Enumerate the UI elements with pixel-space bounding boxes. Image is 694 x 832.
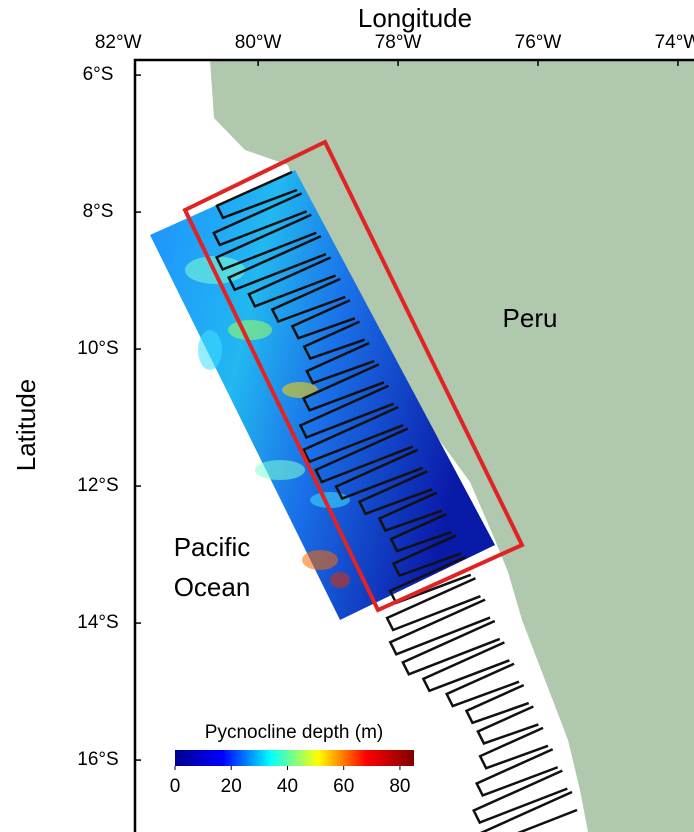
colorbar-title: Pycnocline depth (m) <box>205 722 383 743</box>
colorbar-tick-label: 20 <box>221 776 242 797</box>
ocean-label: Pacific <box>174 532 251 562</box>
y-axis-title: Latitude <box>11 379 41 472</box>
x-tick-label: 74°W <box>655 32 694 53</box>
colorbar <box>175 750 414 766</box>
map: Longitude Latitude Peru Pacific Ocean Py… <box>0 0 694 832</box>
x-tick-label: 80°W <box>235 32 282 53</box>
colorbar-tick-label: 0 <box>170 776 181 797</box>
x-tick-label: 82°W <box>95 32 142 53</box>
y-tick-label: 12°S <box>77 475 118 496</box>
colorbar-tick-label: 80 <box>389 776 410 797</box>
land-label: Peru <box>503 303 558 333</box>
colorbar-tick-label: 60 <box>333 776 354 797</box>
x-tick-label: 78°W <box>375 32 422 53</box>
colorbar-tick-label: 40 <box>277 776 298 797</box>
y-tick-label: 8°S <box>83 201 114 222</box>
y-tick-label: 16°S <box>77 749 118 770</box>
map-body <box>150 60 694 832</box>
y-tick-label: 6°S <box>83 64 114 85</box>
x-tick-label: 76°W <box>515 32 562 53</box>
ocean-label: Ocean <box>174 572 251 602</box>
y-tick-label: 10°S <box>77 338 118 359</box>
x-axis-title: Longitude <box>358 3 472 33</box>
y-tick-label: 14°S <box>77 612 118 633</box>
